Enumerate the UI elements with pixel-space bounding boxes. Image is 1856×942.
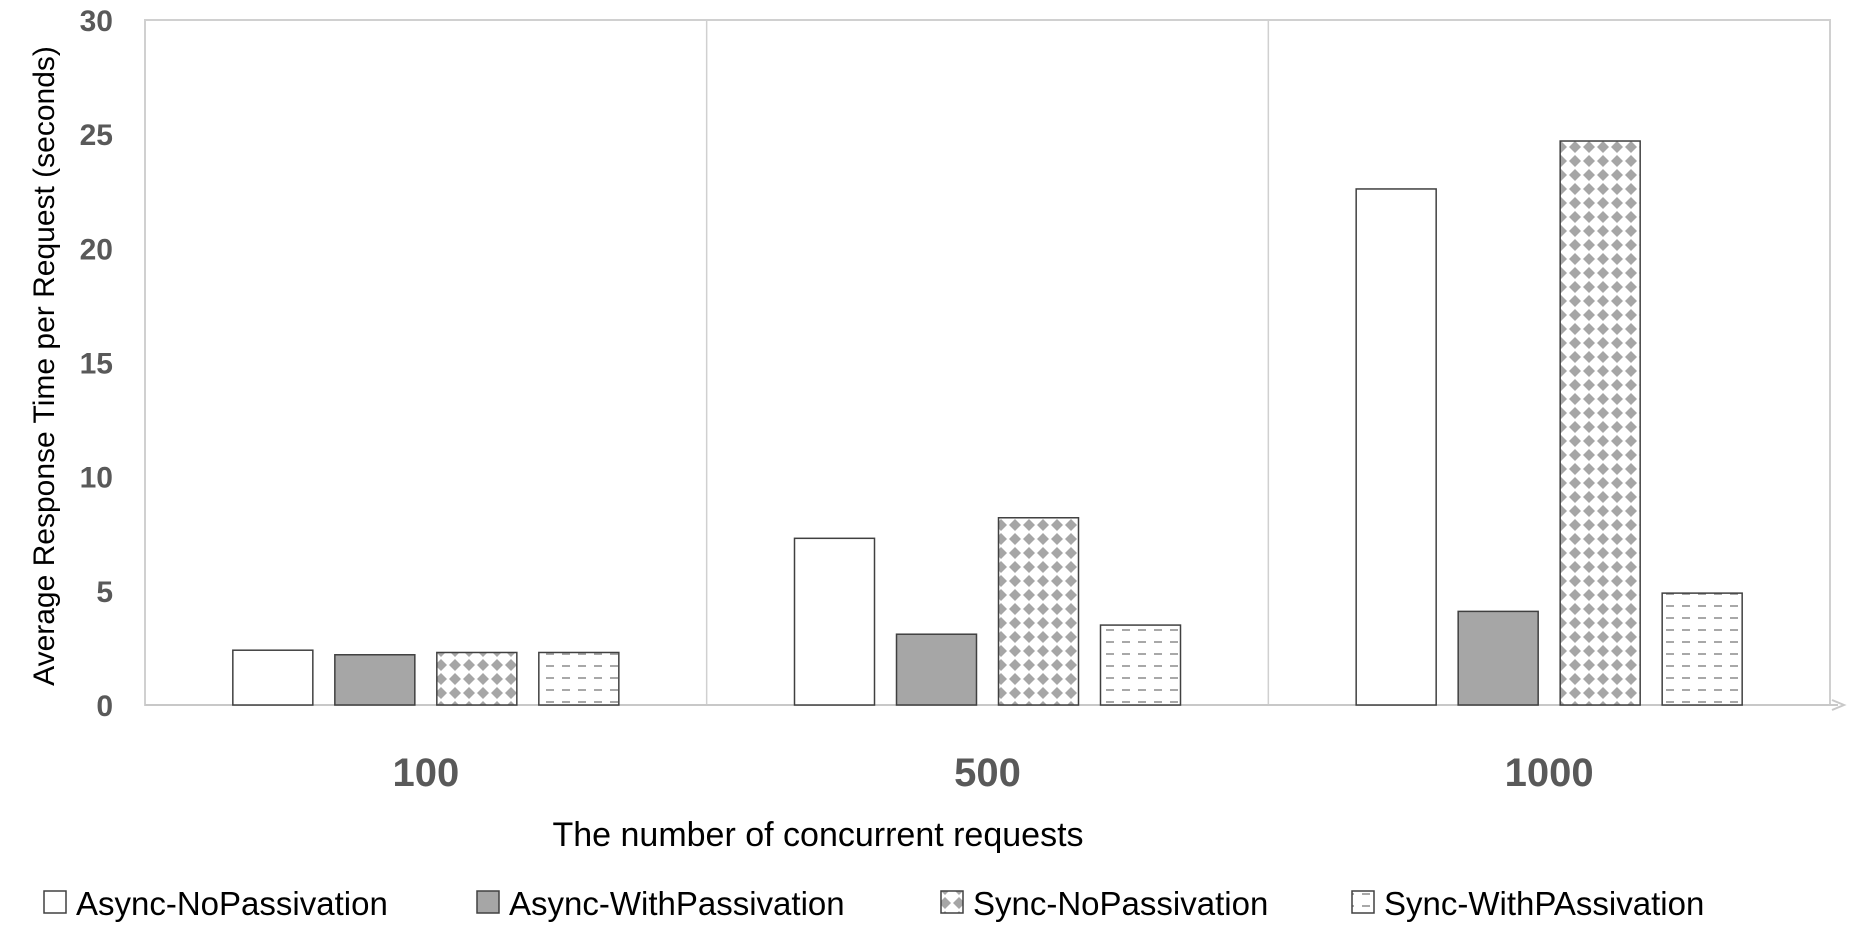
y-tick-label: 30 — [80, 5, 113, 38]
bar-async-withpassivation-100 — [334, 654, 416, 706]
legend-swatch — [476, 890, 500, 914]
bar-sync-nopassivation-500 — [997, 517, 1080, 706]
y-tick-label: 20 — [80, 233, 113, 266]
x-category-label: 100 — [392, 751, 459, 795]
bar-async-withpassivation-500 — [895, 633, 978, 706]
bar-sync-withpassivation-100 — [538, 651, 620, 706]
legend-swatch — [940, 890, 964, 914]
bar-async-nopassivation-500 — [793, 537, 876, 706]
bar-async-nopassivation-1000 — [1355, 188, 1437, 706]
bar-sync-withpassivation-500 — [1099, 624, 1182, 706]
bars — [232, 140, 1743, 706]
legend: Async-NoPassivation Async-WithPassivation… — [43, 885, 1704, 922]
bar-sync-withpassivation-1000 — [1661, 592, 1743, 706]
x-axis-title: The number of concurrent requests — [552, 816, 1083, 854]
legend-swatch — [1351, 890, 1375, 914]
y-tick-label: 15 — [80, 348, 113, 381]
bar-async-withpassivation-1000 — [1457, 610, 1539, 706]
x-axis-category-labels: 100 500 1000 — [392, 751, 1593, 795]
legend-label: Sync-NoPassivation — [973, 885, 1268, 922]
x-category-label: 1000 — [1505, 751, 1594, 795]
category-separators — [705, 20, 1270, 705]
legend-label: Sync-WithPAssivation — [1384, 885, 1704, 922]
legend-label: Async-WithPassivation — [509, 885, 845, 922]
legend-swatch — [43, 890, 67, 914]
legend-label: Async-NoPassivation — [76, 885, 388, 922]
y-axis-ticks: 0 5 10 15 20 25 30 — [80, 5, 113, 723]
bar-sync-nopassivation-100 — [436, 651, 518, 706]
y-tick-label: 0 — [96, 690, 113, 723]
bar-async-nopassivation-100 — [232, 649, 314, 706]
y-tick-label: 25 — [80, 119, 113, 152]
x-category-label: 500 — [954, 751, 1021, 795]
bar-sync-nopassivation-1000 — [1559, 140, 1641, 706]
y-tick-label: 10 — [80, 462, 113, 495]
y-axis-title: Average Response Time per Request (secon… — [28, 46, 61, 686]
y-tick-label: 5 — [96, 576, 113, 609]
x-axis — [145, 699, 1847, 711]
